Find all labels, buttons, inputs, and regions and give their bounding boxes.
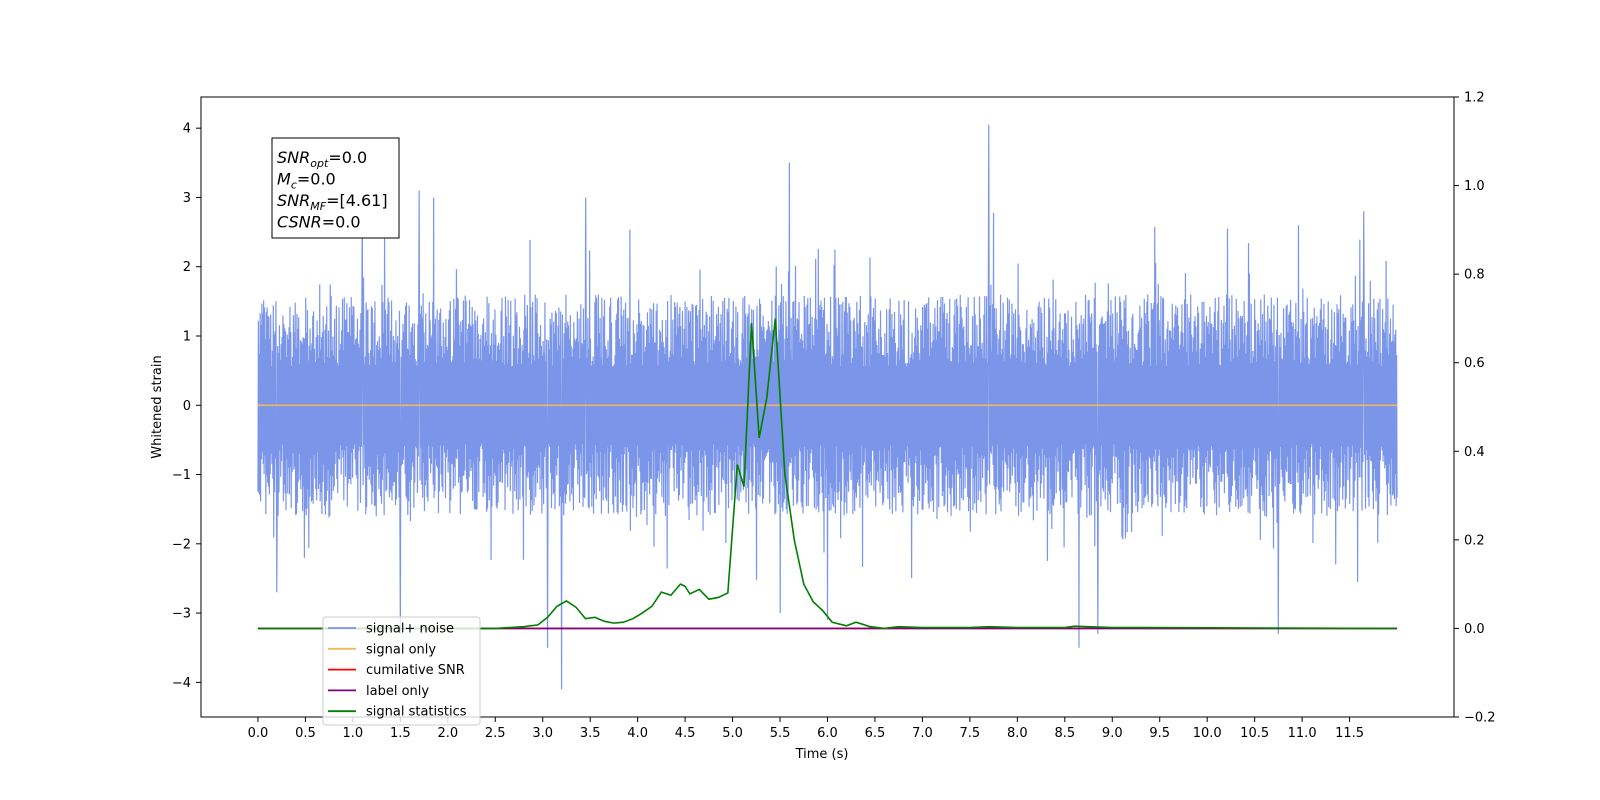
x-tick-label: 6.0 — [817, 726, 838, 741]
y-left-tick-label: −1 — [172, 468, 191, 483]
y-left-tick-label: −3 — [172, 607, 191, 622]
x-tick-label: 11.5 — [1335, 726, 1364, 741]
legend-label: label only — [366, 684, 429, 699]
x-tick-label: 4.5 — [675, 726, 696, 741]
x-axis: 0.0 0.5 1.0 1.5 2.0 2.5 3.0 3.5 4.0 4.5 5.0 5.5 6.0 6… — [248, 717, 1364, 741]
legend-label: signal only — [366, 642, 436, 657]
annotation-line: SNRopt=0.0 — [277, 148, 367, 170]
annotation-line: Mc=0.0 — [277, 170, 336, 192]
x-tick-label: 9.0 — [1102, 726, 1123, 741]
y-axis-label: Whitened strain — [150, 355, 165, 458]
x-tick-label: 2.0 — [437, 726, 458, 741]
annotation-frame — [271, 137, 400, 239]
x-tick-label: 8.5 — [1054, 726, 1075, 741]
x-tick-label: 4.0 — [627, 726, 648, 741]
x-tick-label: 8.0 — [1007, 726, 1028, 741]
x-tick-label: 9.5 — [1149, 726, 1170, 741]
y-right-tick-label: 1.0 — [1464, 179, 1485, 194]
x-axis-label: Time (s) — [795, 747, 849, 762]
legend-label: signal+ noise — [366, 622, 454, 637]
x-tick-label: 5.0 — [722, 726, 743, 741]
x-tick-label: 7.0 — [912, 726, 933, 741]
y-left-tick-label: −4 — [172, 676, 191, 691]
legend-label: signal statistics — [366, 705, 467, 720]
y-right-tick-label: 0.4 — [1464, 445, 1485, 460]
y-right-tick-label: 0.0 — [1464, 622, 1485, 637]
x-tick-label: 7.5 — [960, 726, 981, 741]
x-tick-label: 5.5 — [770, 726, 791, 741]
y-axis-left: −4 −3 −2 −1 0 1 2 3 4 — [172, 122, 201, 691]
x-tick-label: 11.0 — [1288, 726, 1317, 741]
x-tick-label: 1.5 — [390, 726, 411, 741]
x-tick-label: 2.5 — [485, 726, 506, 741]
series-signal-statistics-line — [257, 318, 1398, 630]
y-right-tick-label: 0.8 — [1464, 268, 1485, 283]
x-tick-label: 10.0 — [1193, 726, 1222, 741]
annotation-line: SNRMF=[4.61] — [277, 191, 388, 213]
y-right-tick-label: 0.2 — [1464, 533, 1485, 548]
legend: signal+ noise signal only cumilative SNR la… — [322, 616, 481, 726]
y-left-tick-label: 3 — [183, 191, 191, 206]
y-left-tick-label: −2 — [172, 537, 191, 552]
x-tick-label: 3.0 — [532, 726, 553, 741]
y-axis-right: −0.2 0.0 0.2 0.4 0.6 0.8 1.0 1.2 — [1454, 91, 1496, 726]
x-tick-label: 10.5 — [1240, 726, 1269, 741]
x-tick-label: 0.0 — [248, 726, 269, 741]
series-signal-noise-line — [257, 124, 1398, 690]
y-right-tick-label: −0.2 — [1464, 711, 1496, 726]
y-left-tick-label: 0 — [183, 399, 191, 414]
y-right-tick-label: 1.2 — [1464, 91, 1485, 106]
x-tick-label: 1.0 — [343, 726, 364, 741]
legend-label: cumilative SNR — [366, 663, 465, 678]
x-tick-label: 0.5 — [295, 726, 316, 741]
y-right-tick-label: 0.6 — [1464, 356, 1485, 371]
y-left-tick-label: 2 — [183, 260, 191, 275]
annotation-line: CSNR=0.0 — [277, 213, 361, 232]
legend-frame — [322, 616, 481, 726]
x-tick-label: 3.5 — [580, 726, 601, 741]
x-tick-label: 6.5 — [865, 726, 886, 741]
y-left-tick-label: 1 — [183, 329, 191, 344]
y-left-tick-label: 4 — [183, 122, 191, 137]
